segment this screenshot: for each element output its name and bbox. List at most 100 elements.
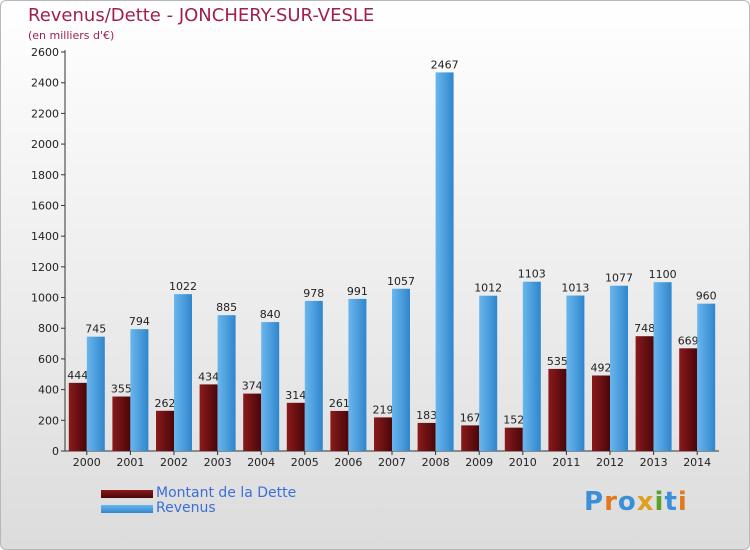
- data-label: 314: [285, 389, 306, 402]
- bar-dette: [112, 396, 131, 451]
- y-tick-label: 2200: [31, 107, 59, 120]
- bar-dette: [548, 368, 567, 451]
- bar-dette: [679, 348, 698, 451]
- data-label: 262: [155, 397, 176, 410]
- legend-item-dette: Montant de la Dette: [101, 485, 341, 501]
- bar-dette: [374, 417, 392, 451]
- chart-subtitle: (en milliers d'€): [28, 29, 115, 42]
- data-label: 152: [503, 414, 524, 427]
- data-label: 840: [260, 308, 281, 321]
- y-tick-label: 2000: [31, 138, 59, 151]
- bar-dette: [504, 427, 523, 451]
- logo-letter: i: [654, 487, 665, 517]
- bar-dette: [592, 375, 610, 451]
- bar-dette: [286, 402, 305, 451]
- bar-revenus: [522, 281, 541, 451]
- y-tick-label: 200: [38, 414, 59, 427]
- data-label: 745: [85, 323, 106, 336]
- data-label: 669: [678, 334, 699, 347]
- chart-title: Revenus/Dette - JONCHERY-SUR-VESLE: [28, 5, 375, 26]
- x-tick-label: 2012: [596, 456, 624, 469]
- y-tick-label: 1600: [31, 199, 59, 212]
- bar-revenus: [86, 336, 105, 451]
- bar-dette: [330, 410, 349, 451]
- bar-revenus: [217, 315, 236, 451]
- data-label: 183: [416, 409, 437, 422]
- data-label: 535: [547, 355, 568, 368]
- x-tick-label: 2011: [552, 456, 580, 469]
- bar-dette: [243, 393, 262, 451]
- x-tick-label: 2003: [204, 456, 232, 469]
- x-tick-label: 2014: [683, 456, 711, 469]
- data-label: 748: [634, 322, 655, 335]
- bar-revenus: [392, 288, 410, 451]
- data-label: 1013: [561, 282, 589, 295]
- data-label: 960: [696, 290, 717, 303]
- data-label: 434: [198, 370, 219, 383]
- y-tick-label: 400: [38, 384, 59, 397]
- data-label: 1077: [605, 272, 633, 285]
- x-tick-label: 2007: [378, 456, 406, 469]
- data-label: 1100: [649, 268, 677, 281]
- legend-label-dette: Montant de la Dette: [156, 485, 297, 501]
- data-label: 991: [347, 285, 368, 298]
- x-tick-label: 2008: [422, 456, 450, 469]
- bar-dette: [156, 410, 174, 451]
- data-label: 492: [591, 361, 612, 374]
- y-tick-label: 1000: [31, 292, 59, 305]
- bar-revenus: [435, 72, 454, 451]
- y-tick-label: 1200: [31, 261, 59, 274]
- data-label: 444: [67, 369, 88, 382]
- logo-letter: x: [636, 487, 655, 517]
- bar-revenus: [610, 285, 628, 451]
- logo-letter: t: [664, 487, 678, 517]
- y-tick-label: 600: [38, 353, 59, 366]
- y-tick-label: 1800: [31, 169, 59, 182]
- data-label: 1012: [474, 282, 502, 295]
- proxiti-logo: Proxiti: [584, 487, 688, 517]
- legend-swatch-revenus: [101, 505, 153, 513]
- data-label: 885: [216, 301, 237, 314]
- data-label: 219: [373, 403, 394, 416]
- data-label: 1022: [169, 280, 197, 293]
- bar-revenus: [174, 294, 192, 451]
- data-label: 261: [329, 397, 350, 410]
- logo-letter: o: [617, 487, 637, 517]
- legend-label-revenus: Revenus: [156, 500, 216, 516]
- data-label: 355: [111, 383, 132, 396]
- data-label: 978: [303, 287, 324, 300]
- data-label: 2467: [431, 58, 459, 71]
- legend-swatch-dette: [101, 490, 153, 498]
- x-tick-label: 2013: [640, 456, 668, 469]
- data-label: 1057: [387, 275, 415, 288]
- bar-dette: [199, 384, 218, 451]
- bar-revenus: [304, 300, 323, 451]
- logo-letter: i: [677, 487, 688, 517]
- logo-letter: P: [584, 487, 605, 517]
- y-tick-label: 0: [52, 445, 59, 458]
- y-tick-label: 800: [38, 322, 59, 335]
- bar-dette: [417, 422, 436, 451]
- y-tick-label: 1400: [31, 230, 59, 243]
- bar-revenus: [130, 329, 149, 451]
- logo-letter: r: [604, 487, 618, 517]
- x-tick-label: 2004: [247, 456, 275, 469]
- y-tick-label: 2600: [31, 46, 59, 59]
- x-tick-label: 2001: [116, 456, 144, 469]
- bar-revenus: [479, 295, 498, 451]
- data-label: 1103: [518, 268, 546, 281]
- bar-dette: [461, 425, 480, 451]
- x-tick-label: 2006: [334, 456, 362, 469]
- data-label: 794: [129, 315, 150, 328]
- y-tick-label: 2400: [31, 77, 59, 90]
- x-tick-label: 2010: [509, 456, 537, 469]
- bar-revenus: [348, 298, 367, 451]
- bar-dette: [68, 382, 87, 451]
- bar-revenus: [697, 303, 716, 451]
- legend-item-revenus: Revenus: [101, 500, 341, 516]
- x-tick-label: 2005: [291, 456, 319, 469]
- x-tick-label: 2002: [160, 456, 188, 469]
- x-tick-label: 2009: [465, 456, 493, 469]
